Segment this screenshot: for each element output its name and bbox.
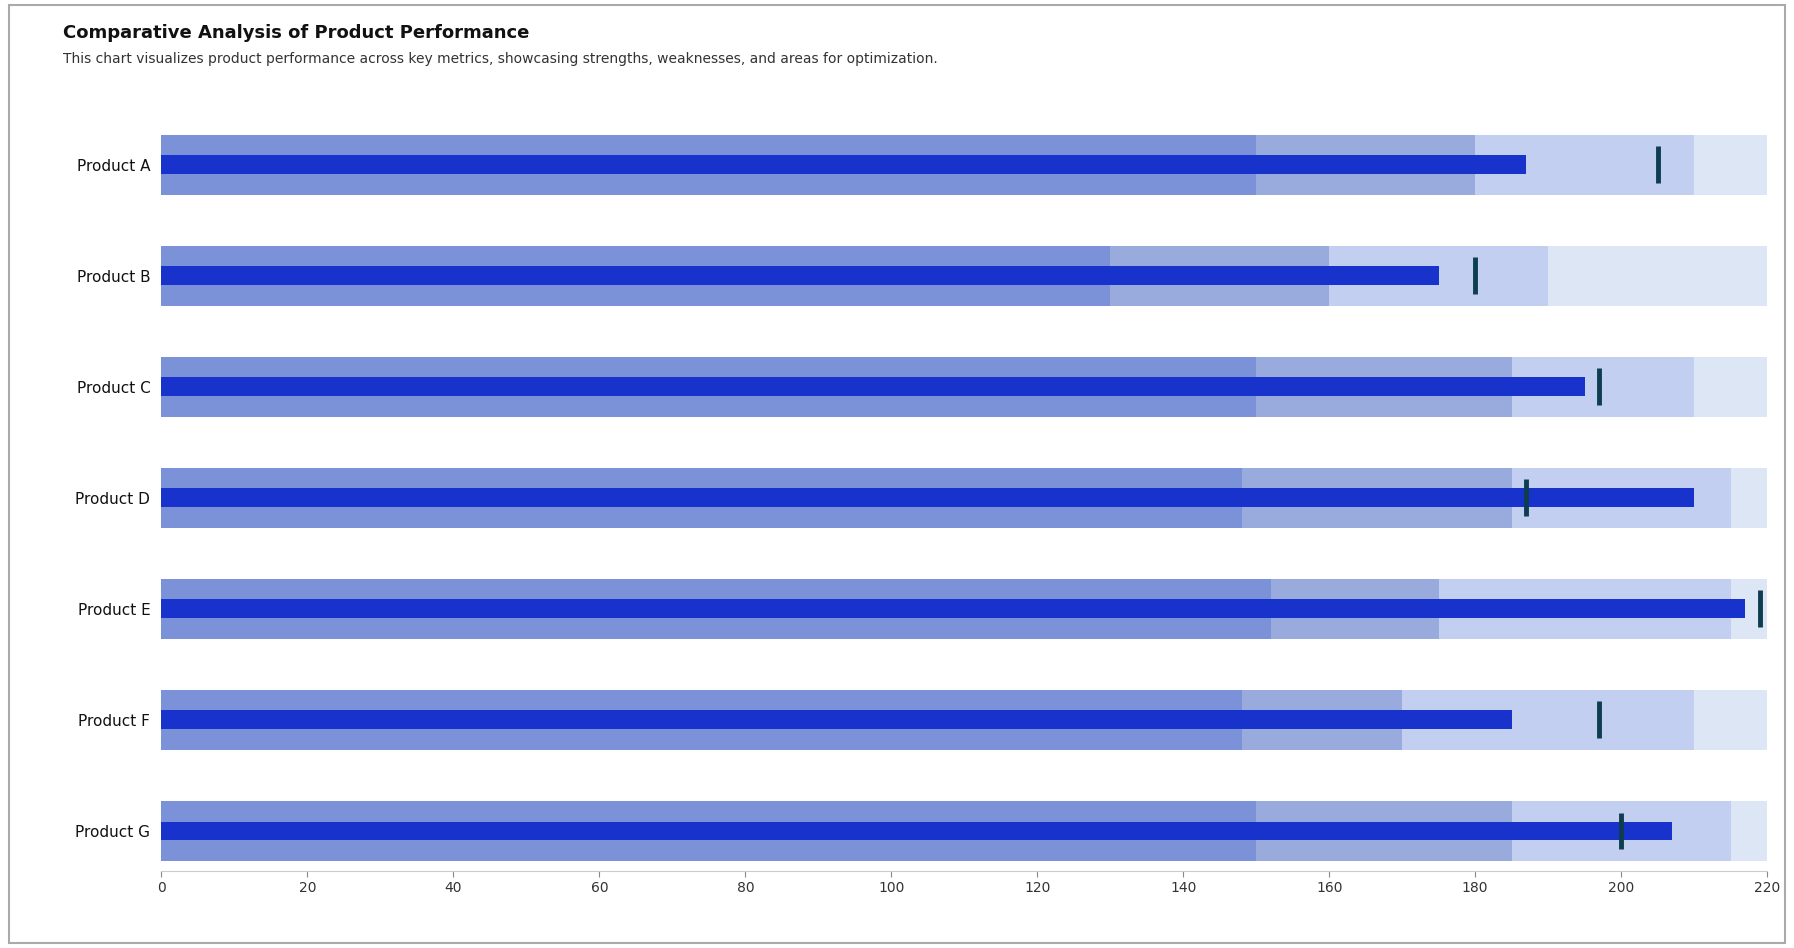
Bar xyxy=(161,467,1512,528)
Bar xyxy=(161,801,1512,861)
Bar xyxy=(161,801,1731,861)
Bar xyxy=(161,690,1403,750)
Bar xyxy=(161,356,1512,416)
Bar xyxy=(161,488,1694,507)
Bar xyxy=(161,801,1256,861)
Bar xyxy=(161,467,1767,528)
Bar xyxy=(161,801,1767,861)
Bar xyxy=(161,266,1439,285)
Bar xyxy=(161,356,1694,416)
Bar xyxy=(161,690,1767,750)
Text: This chart visualizes product performance across key metrics, showcasing strengt: This chart visualizes product performanc… xyxy=(63,52,938,66)
Bar xyxy=(161,710,1512,729)
Bar xyxy=(161,246,1110,305)
Bar xyxy=(161,579,1767,639)
Bar xyxy=(161,356,1256,416)
Bar xyxy=(161,155,1527,173)
Bar xyxy=(161,822,1672,840)
Bar xyxy=(161,246,1329,305)
Bar xyxy=(161,467,1241,528)
Bar xyxy=(161,690,1694,750)
Bar xyxy=(161,377,1584,396)
Bar xyxy=(161,467,1731,528)
Bar xyxy=(161,356,1767,416)
Bar xyxy=(161,690,1241,750)
Bar xyxy=(161,135,1256,194)
Bar xyxy=(161,246,1548,305)
Bar xyxy=(161,599,1746,618)
Bar xyxy=(161,579,1270,639)
Bar xyxy=(161,135,1694,194)
Bar xyxy=(161,135,1767,194)
Bar xyxy=(161,579,1439,639)
Bar xyxy=(161,579,1731,639)
Text: Comparative Analysis of Product Performance: Comparative Analysis of Product Performa… xyxy=(63,24,529,42)
Bar xyxy=(161,135,1475,194)
Bar xyxy=(161,246,1767,305)
